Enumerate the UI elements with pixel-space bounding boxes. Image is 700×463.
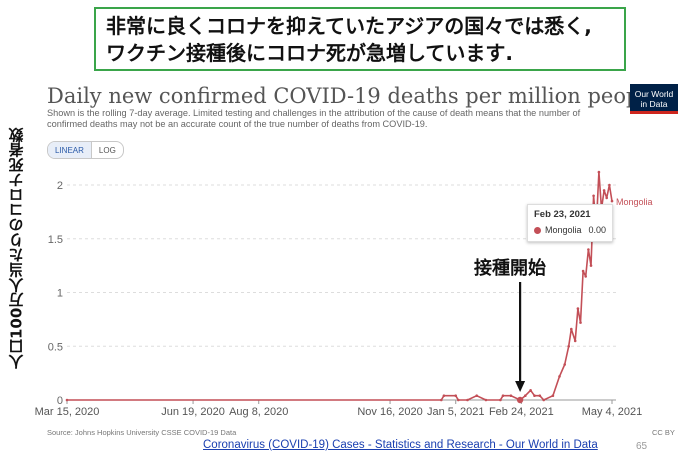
headline-line-2: ワクチン接種後にコロナ死が急増しています. <box>106 41 513 65</box>
data-point <box>563 363 566 366</box>
tooltip-value: 0.00 <box>588 225 606 235</box>
data-point <box>529 389 532 392</box>
data-point <box>499 398 502 402</box>
tooltip-series-dot <box>534 226 541 234</box>
data-point <box>533 394 536 398</box>
data-point <box>454 394 458 398</box>
x-tick-label: Jan 5, 2021 <box>427 406 485 418</box>
tooltip-series-name: Mongolia <box>545 225 582 235</box>
data-point <box>457 398 460 402</box>
y-tick-label: 2 <box>57 180 63 192</box>
tooltip-date: Feb 23, 2021 <box>534 209 591 220</box>
x-tick-label: Mar 15, 2020 <box>35 406 100 418</box>
data-point <box>542 398 545 402</box>
data-point <box>587 248 590 251</box>
data-point <box>551 394 555 398</box>
license-label[interactable]: CC BY <box>652 428 675 437</box>
y-tick-label: 1.5 <box>48 234 63 246</box>
y-tick-label: 0 <box>57 395 63 407</box>
data-point <box>501 394 505 398</box>
data-point <box>576 307 580 310</box>
log-scale-button[interactable]: LOG <box>98 146 116 155</box>
data-point <box>65 398 69 402</box>
linear-scale-button[interactable]: LINEAR <box>48 142 92 158</box>
owid-source-link[interactable]: Coronavirus (COVID-19) Cases - Statistic… <box>203 439 598 451</box>
data-point <box>567 345 570 348</box>
headline-banner: 非常に良くコロナを抑えていたアジアの国々では悉く, ワクチン接種後にコロナ死が急… <box>94 7 626 71</box>
data-point <box>558 375 561 378</box>
data-point <box>581 269 585 273</box>
data-point <box>605 196 608 200</box>
x-tick-label: Nov 16, 2020 <box>357 406 422 418</box>
x-tick-label: Jun 19, 2020 <box>161 406 225 418</box>
hover-tooltip: Feb 23, 2021 Mongolia 0.00 <box>527 204 613 242</box>
data-point <box>584 275 587 278</box>
data-point <box>509 394 513 398</box>
data-point <box>610 199 614 203</box>
logo-line-2: in Data <box>640 99 668 109</box>
y-tick-label: 1 <box>57 288 63 300</box>
data-point <box>570 327 573 331</box>
data-point <box>573 339 577 343</box>
data-point <box>484 398 488 402</box>
x-tick-label: Feb 24, 2021 <box>489 406 554 418</box>
owid-logo[interactable]: Our World in Data <box>630 84 678 114</box>
headline-line-1: 非常に良くコロナを抑えていたアジアの国々では悉く, <box>106 14 592 38</box>
data-point <box>597 170 601 174</box>
data-point <box>442 394 446 398</box>
data-point <box>579 321 582 324</box>
logo-line-1: Our World <box>634 89 674 99</box>
data-point <box>538 394 542 398</box>
page-number: 65 <box>636 441 648 452</box>
x-tick-label: Aug 8, 2020 <box>229 406 288 418</box>
data-point <box>592 194 595 198</box>
data-point <box>589 264 593 267</box>
data-point <box>524 394 527 398</box>
data-point <box>608 183 611 187</box>
data-point <box>475 394 479 398</box>
x-tick-label: May 4, 2021 <box>582 406 643 418</box>
source-note[interactable]: Source: Johns Hopkins University CSSE CO… <box>47 428 237 437</box>
data-point <box>440 398 443 402</box>
series-end-label: Mongolia <box>616 197 653 207</box>
annotation-arrow-head <box>515 381 526 392</box>
chart-subtitle: Shown is the rolling 7-day average. Limi… <box>47 108 581 129</box>
vaccination-start-label: 接種開始 <box>474 258 546 279</box>
chart-title: Daily new confirmed COVID-19 deaths per … <box>47 84 659 108</box>
scale-toggle: LINEAR LOG <box>47 141 124 159</box>
y-tick-label: 0.5 <box>48 341 63 353</box>
hover-marker <box>516 396 524 404</box>
data-point <box>466 398 469 402</box>
data-point <box>602 189 606 192</box>
